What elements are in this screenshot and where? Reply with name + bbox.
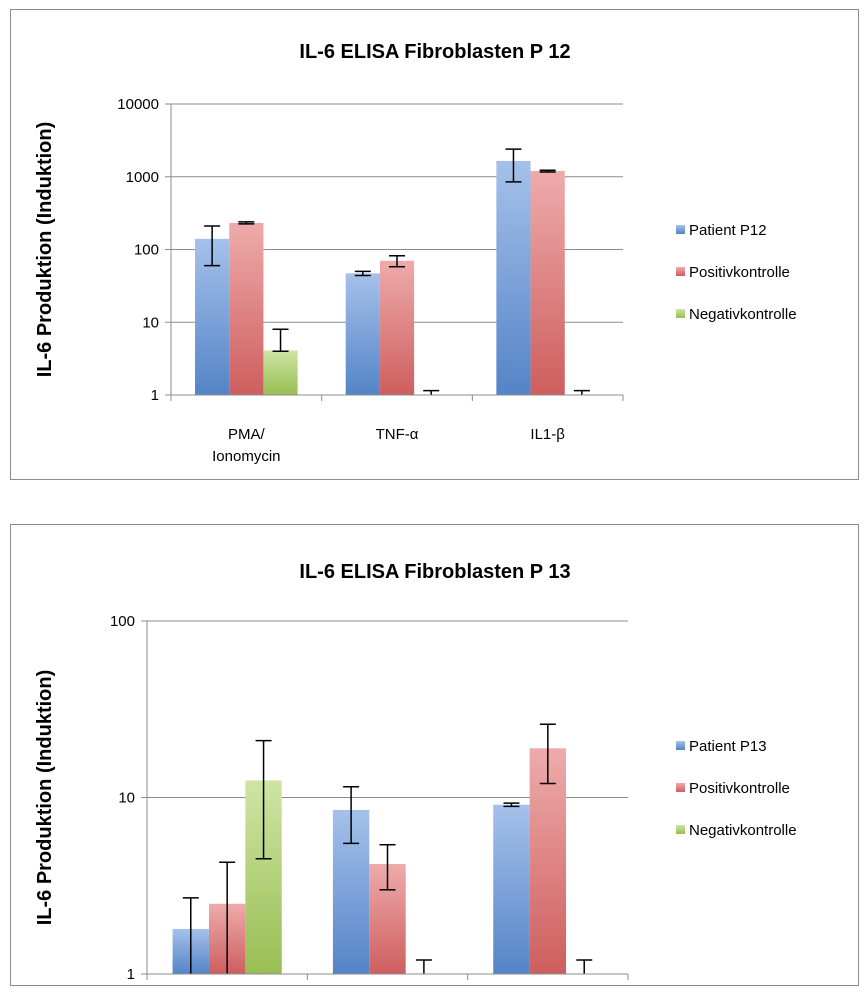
chart-title: IL-6 ELISA Fibroblasten P 13 [299, 561, 570, 583]
legend-swatch [676, 309, 685, 318]
bar [229, 222, 264, 395]
x-category-label: Ionomycin [212, 448, 280, 465]
x-category-label: TNF-α [376, 426, 419, 443]
chart-panel-p12: IL-6 ELISA Fibroblasten P 12 IL-6 Produkt… [10, 9, 859, 480]
legend-swatch [676, 825, 685, 834]
y-tick-label: 1000 [126, 169, 159, 186]
y-tick-label: 100 [134, 242, 159, 259]
y-tick-label: 10 [118, 790, 135, 807]
legend-swatch [676, 741, 685, 750]
y-axis-label: IL-6 Produktion (Induktion) [34, 122, 56, 378]
chart-p13-svg: IL-6 ELISA Fibroblasten P 13 IL-6 Produkt… [34, 561, 797, 983]
legend-label: Negativkontrolle [689, 306, 797, 323]
bar [496, 160, 531, 395]
legend-swatch [676, 225, 685, 234]
bar [345, 273, 380, 395]
chart-title: IL-6 ELISA Fibroblasten P 12 [299, 41, 570, 63]
x-category-label: IL1-β [530, 426, 565, 443]
legend-label: Patient P13 [689, 738, 767, 755]
bar [530, 170, 565, 395]
bar [263, 350, 298, 395]
y-tick-label: 1 [127, 966, 135, 983]
y-tick-label: 100 [110, 613, 135, 630]
chart-p12-svg: IL-6 ELISA Fibroblasten P 12 IL-6 Produkt… [34, 41, 797, 465]
bar [493, 804, 530, 974]
legend-label: Positivkontrolle [689, 780, 790, 797]
y-tick-label: 10 [142, 314, 159, 331]
y-axis-label: IL-6 Produktion (Induktion) [34, 670, 56, 926]
y-tick-label: 1 [151, 387, 159, 404]
bar [529, 748, 567, 974]
legend-label: Patient P12 [689, 222, 767, 239]
x-category-label: PMA/ [228, 426, 266, 443]
bar [379, 260, 415, 395]
legend-swatch [676, 267, 685, 276]
chart-panel-p13: IL-6 ELISA Fibroblasten P 13 IL-6 Produkt… [10, 524, 859, 986]
legend-label: Positivkontrolle [689, 264, 790, 281]
y-tick-label: 10000 [117, 96, 159, 113]
legend-label: Negativkontrolle [689, 822, 797, 839]
legend-swatch [676, 783, 685, 792]
